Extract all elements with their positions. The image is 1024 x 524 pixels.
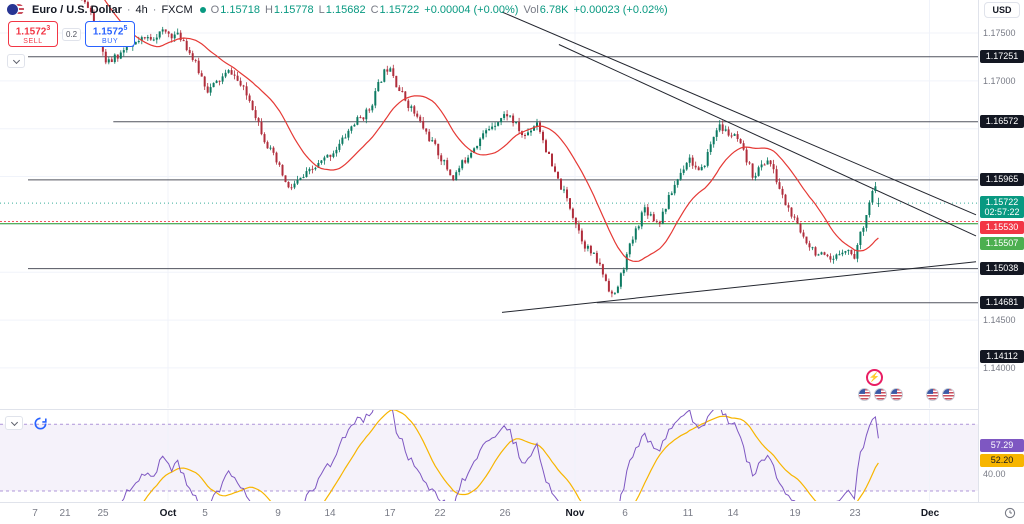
event-flags-row (926, 388, 955, 401)
open-value: 1.15718 (220, 3, 260, 16)
market-status-dot (199, 6, 206, 13)
rsi-value-badge[interactable]: 57.29 (980, 439, 1024, 453)
time-axis-label: 11 (682, 508, 694, 519)
rsi-refresh-icon[interactable] (34, 417, 47, 430)
legend-collapse-button[interactable] (7, 54, 25, 68)
buy-label: BUY (102, 37, 119, 45)
open-label: O (210, 3, 220, 16)
buy-price: 1.15725 (92, 25, 128, 38)
order-panel: 1.15723 SELL 0.2 1.15725 BUY (8, 21, 136, 47)
events-lightning-icon[interactable]: ⚡ (866, 369, 883, 386)
ohlc-close: C 1.15722 (371, 4, 420, 16)
time-axis-label: 14 (324, 508, 336, 519)
low-label: L (318, 3, 325, 16)
ohlc-high: H 1.15778 (265, 4, 314, 16)
main-chart-canvas[interactable] (0, 0, 978, 408)
time-axis-label: 6 (622, 508, 628, 519)
price-axis[interactable]: 1.17500 1.17000 1.14500 1.14000 1.17251 1.165… (978, 0, 1024, 502)
price-badge[interactable]: 1.14112 (980, 350, 1024, 364)
last-price-badge[interactable]: 1.15722 02:57:22 (980, 196, 1024, 219)
low-value: 1.15682 (325, 3, 366, 16)
time-axis-label: Nov (565, 508, 585, 519)
exchange-label[interactable]: FXCM (161, 3, 193, 16)
close-label: C (370, 3, 379, 16)
high-value: 1.15778 (273, 3, 314, 16)
pane-separator[interactable] (0, 409, 978, 410)
spread-value: 0.2 (62, 27, 82, 41)
sell-price: 1.15723 (15, 25, 51, 38)
price-badge[interactable]: 1.17251 (980, 49, 1024, 63)
event-flag-icon[interactable] (890, 388, 903, 401)
price-badge[interactable]: 1.15530 (980, 220, 1024, 234)
event-flag-icon[interactable] (942, 388, 955, 401)
time-axis-label: 26 (499, 508, 511, 519)
symbol-title[interactable]: Euro / U.S. Dollar (32, 3, 122, 16)
buy-button[interactable]: 1.15725 BUY (85, 21, 136, 47)
volume-change-value: +0.00023 (+0.02%) (573, 3, 668, 16)
sell-label: SELL (23, 37, 43, 45)
price-badge[interactable]: 1.15038 (980, 261, 1024, 275)
close-value: 1.15722 (379, 3, 420, 16)
chevron-down-icon (10, 418, 18, 426)
time-axis-label: 19 (789, 508, 801, 519)
rsi-collapse-button[interactable] (5, 416, 23, 430)
time-axis-label: Oct (159, 508, 177, 519)
rsi-pane-canvas[interactable] (0, 410, 978, 501)
time-axis-label: 21 (59, 508, 71, 519)
change-value: +0.00004 (+0.00%) (424, 3, 519, 16)
sell-button[interactable]: 1.15723 SELL (8, 21, 58, 47)
legend-separator: · (126, 3, 131, 16)
time-axis-label: 9 (275, 508, 281, 519)
event-flag-icon[interactable] (926, 388, 939, 401)
event-flag-icon[interactable] (874, 388, 887, 401)
price-badge[interactable]: 1.16572 (980, 114, 1024, 128)
time-axis-label: 5 (202, 508, 208, 519)
price-tick: 1.14000 (983, 362, 1016, 373)
time-axis-label: 7 (32, 508, 38, 519)
high-label: H (264, 3, 273, 16)
price-badge[interactable]: 1.15965 (980, 172, 1024, 186)
ohlc-low: L 1.15682 (319, 4, 366, 16)
currency-button[interactable]: USD (984, 2, 1020, 18)
eur-flag-icon (6, 3, 19, 16)
price-badge[interactable]: 1.14681 (980, 295, 1024, 309)
time-axis-label: 23 (849, 508, 861, 519)
price-tick: 1.17000 (983, 75, 1016, 86)
time-axis-label: 22 (434, 508, 446, 519)
rsi-value-badge[interactable]: 52.20 (980, 453, 1024, 467)
interval-label[interactable]: 4h (135, 3, 148, 16)
time-axis-label: 25 (97, 508, 109, 519)
event-flag-icon[interactable] (858, 388, 871, 401)
last-price-value: 1.15722 (985, 197, 1019, 208)
timezone-clock-icon[interactable] (1004, 507, 1016, 519)
bar-countdown: 02:57:22 (984, 207, 1020, 218)
rsi-tick: 40.00 (983, 469, 1006, 480)
price-badge[interactable]: 1.15507 (980, 236, 1024, 250)
price-tick: 1.17500 (983, 28, 1016, 38)
symbol-legend: Euro / U.S. Dollar · 4h · FXCM O 1.15718… (6, 3, 668, 16)
time-axis[interactable]: 7 21 25 Oct 5 9 14 17 22 26 Nov 6 11 14 19 23 Dec (0, 502, 1024, 524)
pair-logo-icon (6, 3, 25, 16)
legend-separator: · (152, 3, 157, 16)
chevron-down-icon (12, 56, 20, 64)
time-axis-label: 14 (727, 508, 739, 519)
volume-value: 6.78K (539, 3, 569, 16)
time-axis-label: Dec (920, 508, 940, 519)
event-flags-row (858, 388, 903, 401)
ohlc-open: O 1.15718 (211, 4, 260, 16)
volume-label: Vol (523, 3, 539, 16)
volume-group: Vol 6.78K (523, 4, 568, 16)
price-tick: 1.14500 (983, 315, 1016, 326)
time-axis-label: 17 (384, 508, 396, 519)
